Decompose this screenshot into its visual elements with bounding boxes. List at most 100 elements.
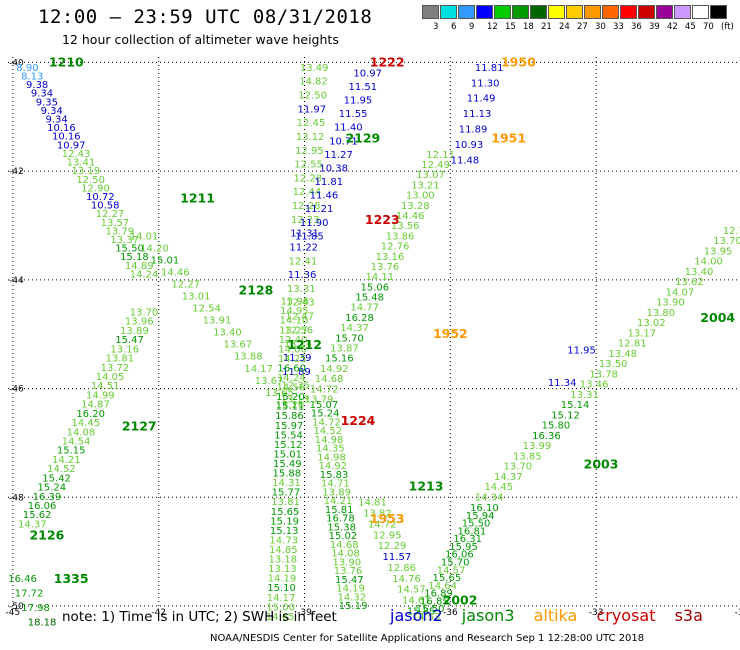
wave-height-value: 11.39 (283, 353, 312, 364)
legend-swatch (422, 5, 439, 19)
legend-swatch (638, 5, 655, 19)
wave-height-value: 13.13 (268, 564, 297, 575)
legend-label: 36 (631, 22, 642, 32)
wave-height-value: 12.56 (285, 325, 314, 336)
wave-height-value: 13.18 (269, 555, 298, 566)
wave-height-value: 13.48 (608, 349, 637, 360)
wave-height-value: 11.34 (548, 378, 577, 389)
wave-height-value: 13.20 (276, 400, 305, 411)
wave-height-value: 11.27 (324, 150, 353, 161)
wave-height-value: 18.18 (28, 617, 57, 628)
wave-height-value: 12.43 (286, 298, 315, 309)
wave-height-value: 12.28 (292, 201, 321, 212)
wave-height-value: 16.06 (28, 501, 57, 512)
wave-height-value: 14.17 (267, 593, 296, 604)
wave-height-value: 16.89 (424, 589, 453, 600)
wave-height-value: 12.35 (281, 381, 310, 392)
wave-height-value: 11.31 (290, 229, 319, 240)
wave-height-value: 13.19 (71, 166, 100, 177)
wave-height-value: 14.72 (368, 519, 397, 530)
wave-height-value: 13.89 (120, 326, 149, 337)
wave-height-value: 9.38 (26, 80, 48, 91)
satellite-cryosat: cryosat (596, 606, 656, 625)
wave-height-value: 15.00 (266, 602, 295, 613)
wave-height-value: 15.19 (339, 601, 368, 612)
wave-height-value: 15.01 (151, 255, 180, 266)
wave-height-value: 14.37 (340, 323, 369, 334)
wave-height-value: 9.34 (45, 115, 67, 126)
wave-height-value: 11.22 (289, 242, 318, 253)
wave-height-value: 14.34 (475, 492, 504, 503)
wave-height-value: 10.72 (86, 192, 115, 203)
wave-height-value: 12.55 (294, 160, 323, 171)
wave-height-value: 13.82 (363, 509, 392, 520)
wave-height-value: 11.95 (344, 95, 373, 106)
wave-height-value: 12.50 (76, 175, 105, 186)
wave-height-value: 13.13 (280, 394, 309, 405)
wave-height-value: 15.10 (267, 583, 296, 594)
wave-height-value: 14.61 (402, 596, 431, 607)
x-tick-label: -33 (589, 608, 604, 618)
y-tick-label: -44 (9, 276, 24, 286)
wave-height-value: 14.46 (396, 211, 425, 222)
legend-swatch (530, 5, 547, 19)
wave-height-value: 16.10 (470, 503, 499, 514)
wave-height-value: 11.89 (282, 367, 311, 378)
wave-height-value: 10.97 (353, 68, 382, 79)
wave-height-value: 11.95 (567, 346, 596, 357)
wave-height-value: 11.90 (300, 218, 329, 229)
page-subtitle: 12 hour collection of altimeter wave hei… (62, 32, 339, 47)
wave-height-value: 11.36 (288, 270, 317, 281)
wave-height-value: 13.07 (416, 170, 445, 181)
wave-height-value: 10.71 (329, 136, 358, 147)
track-time-label: 1223 (365, 212, 400, 227)
x-tick-label: -42 (151, 608, 166, 618)
wave-height-value: 13.76 (371, 262, 400, 273)
wave-height-value: 14.05 (96, 372, 125, 383)
wave-height-value: 14.68 (315, 374, 344, 385)
legend-swatch (656, 5, 673, 19)
wave-height-value: 12.27 (96, 209, 125, 220)
legend-swatch (494, 5, 511, 19)
y-tick-label: -46 (9, 385, 24, 395)
legend-label: 24 (559, 22, 570, 32)
legend-swatch (440, 5, 457, 19)
wave-height-value: 14.07 (666, 287, 695, 298)
wave-height-value: 14.82 (299, 77, 328, 88)
wave-height-value: 13.16 (376, 252, 405, 263)
wave-height-value: 13.70 (713, 236, 740, 247)
wave-height-value: 9.34 (31, 89, 53, 100)
legend-label: 21 (541, 22, 552, 32)
legend-label: 18 (523, 22, 534, 32)
wave-height-value: 15.12 (274, 440, 303, 451)
wave-height-value: 15.54 (274, 430, 303, 441)
wave-height-value: 12.41 (289, 256, 318, 267)
legend-swatch (566, 5, 583, 19)
wave-height-value: 15.95 (449, 542, 478, 553)
wave-height-value: 14.95 (280, 306, 309, 317)
x-tick-label: -36 (443, 608, 458, 618)
wave-height-value: 13.01 (182, 292, 211, 303)
wave-height-value: 13.41 (67, 158, 96, 169)
wave-height-value: 15.77 (272, 488, 301, 499)
wave-height-value: 10.16 (52, 132, 81, 143)
wave-height-value: 15.24 (37, 483, 66, 494)
satellite-altika: altika (533, 606, 578, 625)
wave-height-value: 16.60 (277, 363, 306, 374)
wave-height-value: 13.16 (110, 344, 139, 355)
wave-height-value: 14.19 (268, 574, 297, 585)
wave-height-value: 14.81 (358, 498, 387, 509)
wave-height-value: 14.17 (244, 364, 273, 375)
track-time-label: 1950 (501, 54, 536, 69)
wave-height-value: 16.31 (453, 534, 482, 545)
wave-height-value: 14.21 (52, 455, 81, 466)
wave-height-value: 12.49 (421, 160, 450, 171)
wave-height-value: 14.92 (319, 461, 348, 472)
wave-height-value: 16.46 (8, 574, 37, 585)
legend-swatch (710, 5, 727, 19)
wave-height-value: 14.72 (310, 384, 339, 395)
wave-height-value: 12.70 (723, 226, 740, 237)
wave-height-value: 14.77 (350, 303, 379, 314)
track-time-label: 2129 (345, 131, 380, 146)
wave-height-value: 15.14 (561, 400, 590, 411)
